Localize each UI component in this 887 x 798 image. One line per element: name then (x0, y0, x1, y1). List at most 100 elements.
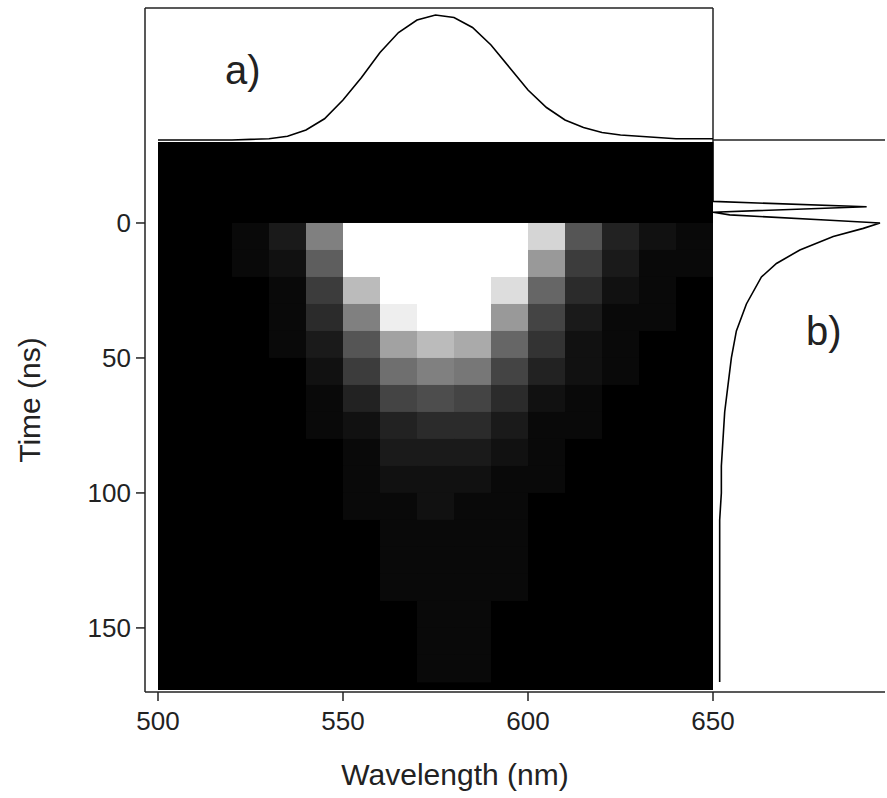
heatmap-cell (676, 277, 713, 304)
heatmap-cell (491, 385, 529, 412)
heatmap-cell (565, 169, 603, 196)
heatmap-cell (195, 547, 233, 574)
heatmap-cell (491, 574, 529, 601)
heatmap-cell (343, 574, 381, 601)
y-tick-label: 0 (117, 208, 131, 238)
heatmap-cell (602, 250, 640, 277)
heatmap-cell (676, 439, 713, 466)
heatmap-cell (269, 412, 307, 439)
heatmap-cell (417, 655, 455, 682)
heatmap-cell (676, 412, 713, 439)
heatmap-cell (417, 574, 455, 601)
heatmap-cell (676, 358, 713, 385)
heatmap-cell (306, 439, 344, 466)
heatmap-cell (269, 466, 307, 493)
heatmap-cell (343, 493, 381, 520)
heatmap-cell (602, 304, 640, 331)
heatmap-cell (306, 412, 344, 439)
x-tick-label: 550 (321, 706, 364, 736)
panel-b-frame (713, 139, 885, 141)
heatmap-cell (306, 493, 344, 520)
heatmap-cell (232, 520, 270, 547)
heatmap-cell (195, 466, 233, 493)
heatmap-cell (602, 169, 640, 196)
heatmap-cell (343, 412, 381, 439)
heatmap-cell (269, 385, 307, 412)
heatmap-cell (491, 439, 529, 466)
heatmap-cell (602, 601, 640, 628)
heatmap-cell (528, 250, 566, 277)
heatmap-cell (602, 628, 640, 655)
heatmap-cell (343, 223, 381, 250)
heatmap-cell (639, 304, 677, 331)
heatmap-cell (380, 520, 418, 547)
heatmap-cell (158, 412, 196, 439)
heatmap-cell (602, 385, 640, 412)
heatmap-cell (454, 547, 492, 574)
x-axis-title: Wavelength (nm) (341, 758, 568, 791)
heatmap-cell (528, 196, 566, 223)
decay-line (713, 142, 880, 682)
heatmap-cell (565, 601, 603, 628)
heatmap-cell (232, 223, 270, 250)
heatmap-cell (676, 493, 713, 520)
heatmap-cell (232, 547, 270, 574)
heatmap-cell (454, 412, 492, 439)
heatmap-cell (232, 655, 270, 682)
heatmap-cell (491, 142, 529, 169)
heatmap-cell (232, 574, 270, 601)
heatmap-cell (528, 655, 566, 682)
heatmap-cell (343, 520, 381, 547)
heatmap-cell (306, 385, 344, 412)
heatmap-cell (639, 196, 677, 223)
heatmap-cell (269, 196, 307, 223)
heatmap-cell (343, 439, 381, 466)
heatmap-cell (565, 655, 603, 682)
heatmap-cell (602, 574, 640, 601)
heatmap-cell (676, 520, 713, 547)
heatmap-cell (639, 466, 677, 493)
heatmap-cell (491, 277, 529, 304)
heatmap-cell (565, 412, 603, 439)
heatmap-cell (232, 169, 270, 196)
heatmap-cell (232, 385, 270, 412)
heatmap-cell (306, 358, 344, 385)
heatmap-cell (676, 250, 713, 277)
heatmap (158, 142, 713, 682)
heatmap-cell (491, 412, 529, 439)
x-tick (712, 692, 714, 701)
heatmap-cell (232, 142, 270, 169)
heatmap-cell (491, 331, 529, 358)
heatmap-cell (232, 277, 270, 304)
heatmap-cell (417, 196, 455, 223)
heatmap-cell (269, 601, 307, 628)
heatmap-cell (380, 628, 418, 655)
heatmap-cell (417, 331, 455, 358)
heatmap-cell (417, 520, 455, 547)
heatmap-cell (158, 358, 196, 385)
heatmap-cell (380, 142, 418, 169)
heatmap-cell (602, 493, 640, 520)
heatmap-cell (602, 277, 640, 304)
heatmap-cell (269, 304, 307, 331)
heatmap-cell (454, 358, 492, 385)
heatmap-cell (676, 331, 713, 358)
heatmap-cell (639, 277, 677, 304)
heatmap-cell (380, 466, 418, 493)
heatmap-cell (417, 358, 455, 385)
heatmap-cell (417, 304, 455, 331)
heatmap-cell (232, 466, 270, 493)
heatmap-cell (343, 331, 381, 358)
y-tick-label: 100 (88, 478, 131, 508)
heatmap-cell (565, 277, 603, 304)
heatmap-cell (454, 439, 492, 466)
heatmap-cell (454, 601, 492, 628)
heatmap-cell (306, 628, 344, 655)
plot-background (158, 142, 713, 690)
heatmap-cell (676, 466, 713, 493)
heatmap-cell (232, 439, 270, 466)
heatmap-cell (528, 547, 566, 574)
heatmap-cell (195, 277, 233, 304)
heatmap-cell (195, 574, 233, 601)
heatmap-cell (491, 520, 529, 547)
